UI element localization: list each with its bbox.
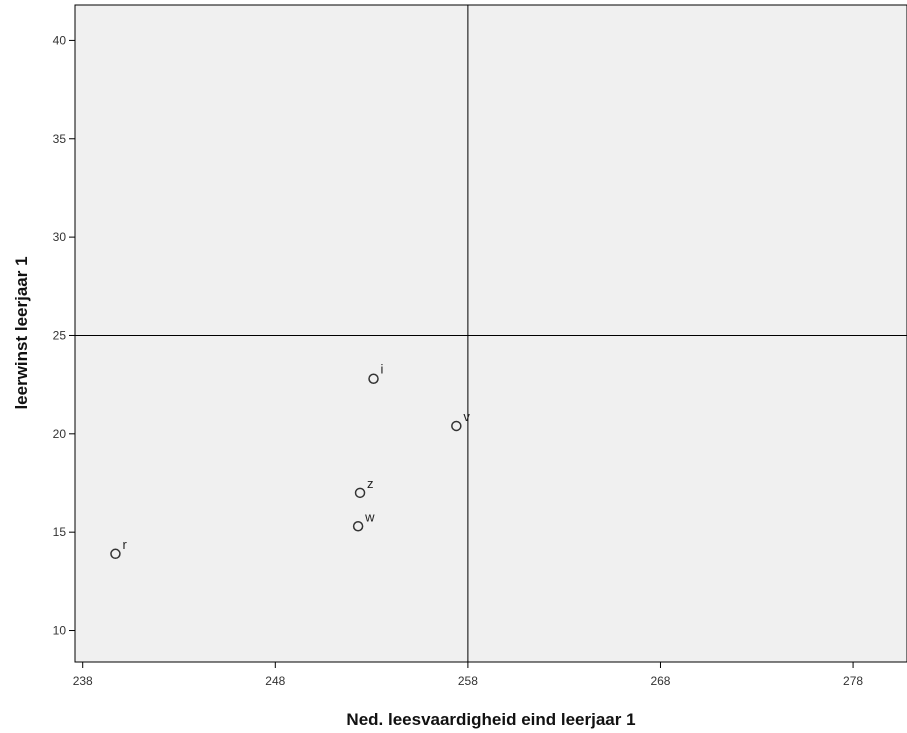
x-axis-ticks: 238 248 258 268 278 xyxy=(73,662,863,688)
y-tick-label: 40 xyxy=(53,33,67,47)
reference-lines xyxy=(75,5,907,662)
y-tick-label: 15 xyxy=(53,525,67,539)
data-point-label: v xyxy=(463,409,470,424)
plot-area xyxy=(74,4,907,663)
y-tick-label: 10 xyxy=(53,624,67,638)
y-tick-label: 20 xyxy=(53,427,67,441)
data-point-label: i xyxy=(381,362,384,377)
x-axis-title: Ned. leesvaardigheid eind leerjaar 1 xyxy=(346,710,635,729)
data-point-label: w xyxy=(364,509,375,524)
data-points: i v z w r xyxy=(110,362,470,560)
x-tick-label: 258 xyxy=(458,674,478,688)
data-point-v xyxy=(451,420,462,432)
x-tick-label: 238 xyxy=(73,674,93,688)
x-tick-label: 278 xyxy=(843,674,863,688)
data-point-label: r xyxy=(122,537,127,552)
y-axis-title: leerwinst leerjaar 1 xyxy=(12,256,31,409)
y-axis-ticks: 10 15 20 25 30 35 40 xyxy=(53,33,75,638)
data-point-i xyxy=(368,373,379,384)
y-tick-label: 25 xyxy=(53,328,67,342)
data-point-label: z xyxy=(367,476,374,491)
x-tick-label: 248 xyxy=(265,674,285,688)
data-point-z xyxy=(354,487,366,499)
x-tick-label: 268 xyxy=(650,674,670,688)
data-point-w xyxy=(352,521,364,532)
y-tick-label: 30 xyxy=(53,230,67,244)
y-tick-label: 35 xyxy=(53,132,67,146)
data-point-r xyxy=(110,548,121,560)
